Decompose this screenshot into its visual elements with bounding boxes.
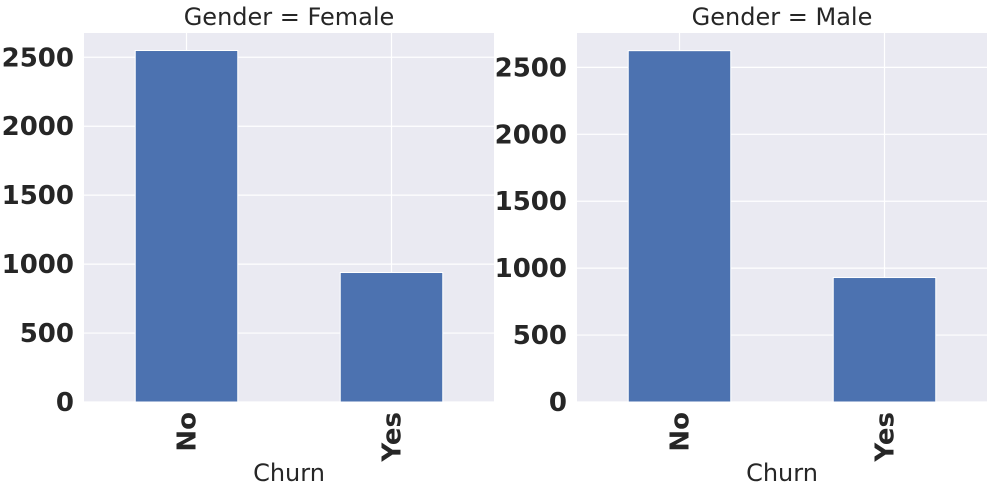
x-tick-labels: No Yes [666, 412, 901, 463]
bar-yes [832, 277, 937, 403]
x-axis-label: Churn [746, 459, 818, 487]
subplot-title: Gender = Female [184, 3, 395, 31]
y-tick-label: 0 [56, 388, 74, 418]
y-tick-labels: 0 500 1000 1500 2000 2500 [2, 43, 74, 418]
x-tick-label: No [173, 412, 203, 452]
x-axis-label: Churn [253, 459, 325, 487]
bar-no [627, 50, 732, 403]
y-tick-label: 2000 [2, 112, 74, 142]
bars [134, 50, 444, 403]
x-tick-label: No [666, 412, 696, 452]
x-tick-label: Yes [871, 412, 901, 463]
bar-no [134, 50, 239, 403]
y-tick-label: 1000 [495, 254, 567, 284]
y-tick-label: 2500 [495, 53, 567, 83]
subplot-male: 0 500 1000 1500 2000 2500 No Yes Gender = Male… [495, 3, 987, 487]
bar-yes [339, 272, 444, 403]
y-tick-label: 500 [513, 321, 567, 351]
y-tick-label: 500 [20, 319, 74, 349]
y-tick-label: 1500 [495, 187, 567, 217]
y-tick-label: 2500 [2, 43, 74, 73]
x-tick-label: Yes [378, 412, 408, 463]
x-tick-labels: No Yes [173, 412, 408, 463]
subplot-female: 0 500 1000 1500 2000 2500 No Yes Gender = Fema… [2, 3, 494, 487]
y-tick-label: 1500 [2, 181, 74, 211]
y-tick-labels: 0 500 1000 1500 2000 2500 [495, 53, 567, 418]
y-tick-label: 0 [549, 388, 567, 418]
y-tick-label: 1000 [2, 250, 74, 280]
y-tick-label: 2000 [495, 120, 567, 150]
bars [627, 50, 937, 403]
subplot-title: Gender = Male [692, 3, 873, 31]
